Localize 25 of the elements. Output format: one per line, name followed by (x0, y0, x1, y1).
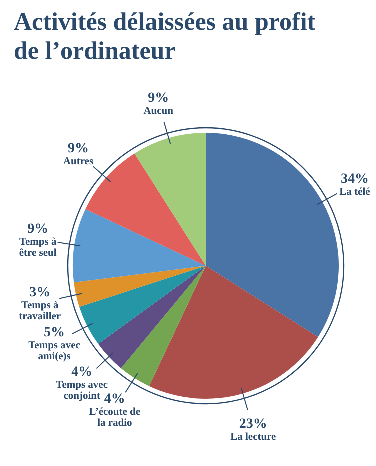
slice-label: Aucun (144, 106, 174, 117)
data-label: 4% (72, 364, 93, 380)
slice-label: Temps à être seul (19, 236, 58, 259)
pie-slice (73, 209, 206, 283)
slice-label: Autres (63, 156, 94, 168)
data-label: 9% (68, 142, 89, 157)
data-label: 3% (30, 286, 51, 301)
slice-label: Temps à travailler (19, 300, 62, 323)
pie-slice (206, 133, 339, 338)
slice-label: L’écoute de la radio (89, 407, 141, 430)
slice-label: Temps avec ami(e)s (28, 340, 81, 363)
data-label: 34% (340, 172, 369, 188)
pie-slice (74, 266, 206, 308)
pie-slice (80, 266, 206, 344)
pie-slice (121, 266, 206, 386)
slice-label: La lecture (230, 432, 277, 444)
data-label: 5% (44, 326, 66, 341)
data-label: 9% (28, 222, 49, 237)
pie-slice (149, 266, 318, 399)
data-label: 23% (239, 417, 268, 432)
pie-slice (98, 266, 206, 368)
pie-slice (134, 133, 206, 266)
chart-title: Activités délaissées au profit de l’ordinateur (14, 9, 316, 65)
slice-label: La télé (340, 187, 371, 198)
data-label: 9% (148, 90, 170, 106)
